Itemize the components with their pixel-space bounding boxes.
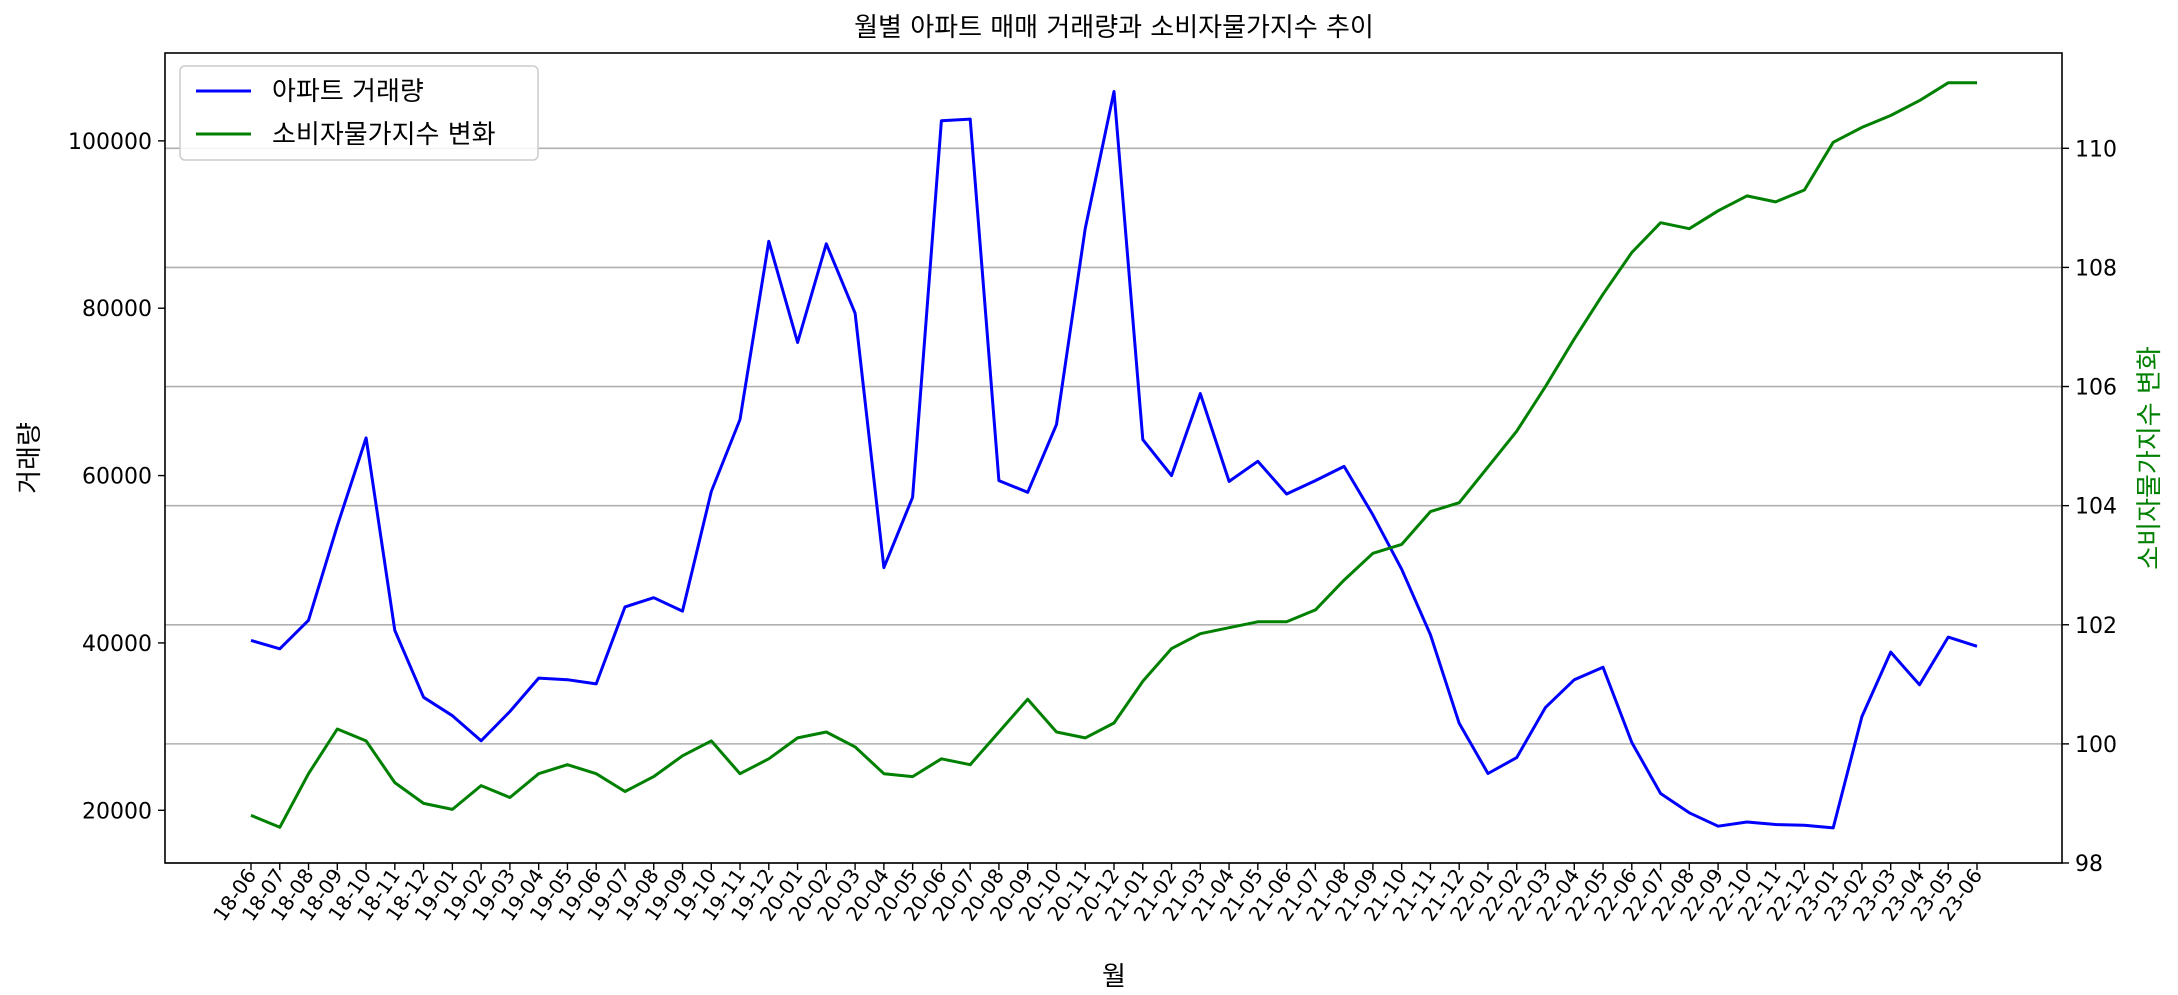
y2-tick-label: 106 <box>2075 376 2117 401</box>
left-y-axis: 20000 40000 60000 80000 100000 <box>68 130 165 824</box>
y-tick-label: 40000 <box>82 632 152 657</box>
y-tick-label: 80000 <box>82 297 152 322</box>
x-axis-label: 월 <box>1102 962 1126 990</box>
legend-label-volume: 아파트 거래량 <box>272 77 424 107</box>
y-tick-label: 20000 <box>82 799 152 824</box>
y2-tick-label: 110 <box>2075 137 2117 162</box>
y2-tick-label: 104 <box>2075 495 2117 520</box>
chart-title: 월별 아파트 매매 거래량과 소비자물가지수 추이 <box>854 13 1374 43</box>
right-y-axis: 98 100 102 104 106 108 110 <box>2062 137 2117 877</box>
y-tick-label: 60000 <box>82 465 152 490</box>
gridlines <box>165 147 2062 864</box>
y2-tick-label: 108 <box>2075 256 2117 281</box>
y-tick-label: 100000 <box>68 130 152 155</box>
legend-box <box>179 65 539 161</box>
series-lines <box>250 81 1978 830</box>
series-line-volume <box>250 90 1978 830</box>
series-line-cpi <box>250 81 1977 829</box>
y2-tick-label: 100 <box>2075 733 2117 758</box>
legend-label-cpi: 소비자물가지수 변화 <box>272 120 496 150</box>
y2-tick-label: 102 <box>2075 614 2117 639</box>
y-axis-label: 거래량 <box>15 422 45 494</box>
legend: 아파트 거래량 소비자물가지수 변화 <box>179 65 539 161</box>
y2-tick-label: 98 <box>2075 852 2103 877</box>
y2-axis-label: 소비자물가지수 변화 <box>2135 346 2165 570</box>
plot-frame <box>164 52 2063 864</box>
x-axis: 18-0618-0718-0818-0918-1018-1118-1219-01… <box>208 863 1987 925</box>
